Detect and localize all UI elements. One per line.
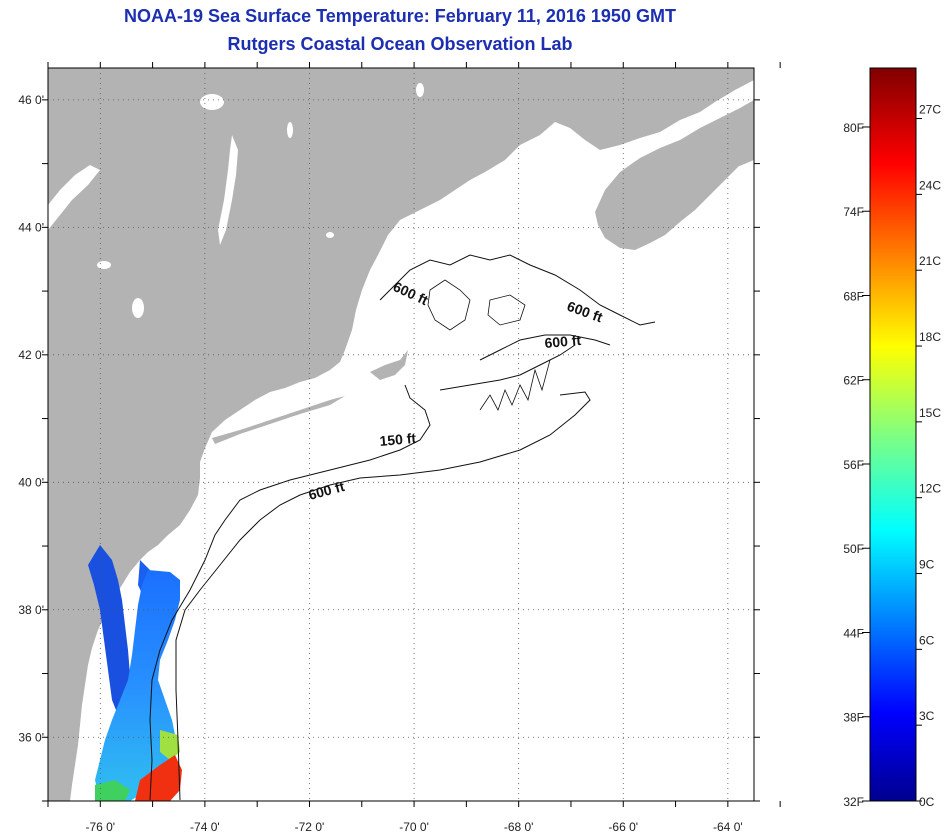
lon-tick-label: -74 0' (190, 820, 220, 834)
colorbar-f-label: 80F (843, 121, 864, 135)
colorbar-fahrenheit-labels: 80F 74F 68F 62F 56F 50F 44F 38F 32F (843, 121, 870, 809)
colorbar-f-label: 44F (843, 626, 864, 640)
colorbar-c-label: 27C (919, 103, 941, 117)
colorbar-f-label: 56F (843, 458, 864, 472)
contour-label-150ft: 150 ft (379, 430, 417, 449)
contour-basin (427, 279, 471, 331)
colorbar-f-label: 62F (843, 374, 864, 388)
lat-tick-label: 42 0' (18, 348, 44, 362)
colorbar-f-label: 68F (843, 289, 864, 303)
colorbar-c-label: 0C (919, 795, 935, 809)
lake-moosehead (200, 94, 224, 110)
lat-tick-label: 38 0' (18, 603, 44, 617)
grid-lines (48, 68, 754, 801)
axis-ticks: 46 0' 44 0' 42 0' 40 0' 38 0' 36 0' -76 0' -74 … (18, 62, 781, 834)
land-cape-cod (370, 350, 408, 380)
lat-tick-label: 40 0' (18, 475, 44, 489)
contour-georges (439, 344, 576, 391)
lake-small-4 (326, 232, 334, 238)
colorbar-f-label: 50F (843, 542, 864, 556)
lon-tick-label: -66 0' (608, 820, 638, 834)
lon-tick-label: -72 0' (295, 820, 325, 834)
colorbar-c-label: 6C (919, 633, 935, 647)
lake-finger (132, 298, 144, 318)
lon-tick-label: -64 0' (713, 820, 743, 834)
sst-water-region (95, 570, 180, 801)
lake-ontario-edge (48, 165, 100, 230)
colorbar-f-label: 38F (843, 711, 864, 725)
colorbar-celsius-labels: 27C 24C 21C 18C 15C 12C 9C 6C 3C 0C (916, 103, 941, 809)
lon-tick-label: -68 0' (504, 820, 534, 834)
lat-tick-label: 46 0' (18, 93, 44, 107)
colorbar-gradient (869, 67, 917, 802)
colorbar-c-label: 15C (919, 406, 941, 420)
sst-warm-patch (160, 730, 180, 760)
colorbar-c-label: 12C (919, 482, 941, 496)
map-frame (47, 67, 755, 802)
contour-150ft (149, 384, 431, 801)
sst-green-patch (95, 780, 130, 801)
lon-tick-label: -70 0' (399, 820, 429, 834)
contour-gulf-maine-2 (479, 334, 611, 361)
contour-ridges (479, 359, 551, 411)
colorbar-f-label: 74F (843, 205, 864, 219)
land-mainland (48, 68, 754, 801)
lake-small-3 (416, 83, 424, 97)
colorbar-f-label: 32F (843, 795, 864, 809)
colorbar-c-label: 18C (919, 330, 941, 344)
land-cape-breton (700, 108, 754, 170)
colorbar-c-label: 24C (919, 178, 941, 192)
lat-tick-label: 36 0' (18, 730, 44, 744)
sst-hot-patch (135, 755, 182, 801)
lake-small-2 (287, 122, 293, 138)
map-subtitle: Rutgers Coastal Ocean Observation Lab (227, 34, 573, 54)
colorbar-c-label: 3C (919, 709, 935, 723)
lake-champlain (218, 135, 238, 245)
contour-basin-2 (487, 294, 526, 326)
chesapeake-bay (88, 545, 130, 720)
land-long-island (212, 396, 345, 444)
contour-600ft-shelf (175, 391, 591, 801)
contour-label-600ft-georges: 600 ft (544, 332, 582, 351)
lon-tick-label: -76 0' (85, 820, 115, 834)
contour-gulf-maine-1 (379, 254, 656, 326)
lat-tick-label: 44 0' (18, 220, 44, 234)
map-title: NOAA-19 Sea Surface Temperature: Februar… (124, 6, 676, 26)
colorbar-c-label: 9C (919, 558, 935, 572)
colorbar-c-label: 21C (919, 254, 941, 268)
